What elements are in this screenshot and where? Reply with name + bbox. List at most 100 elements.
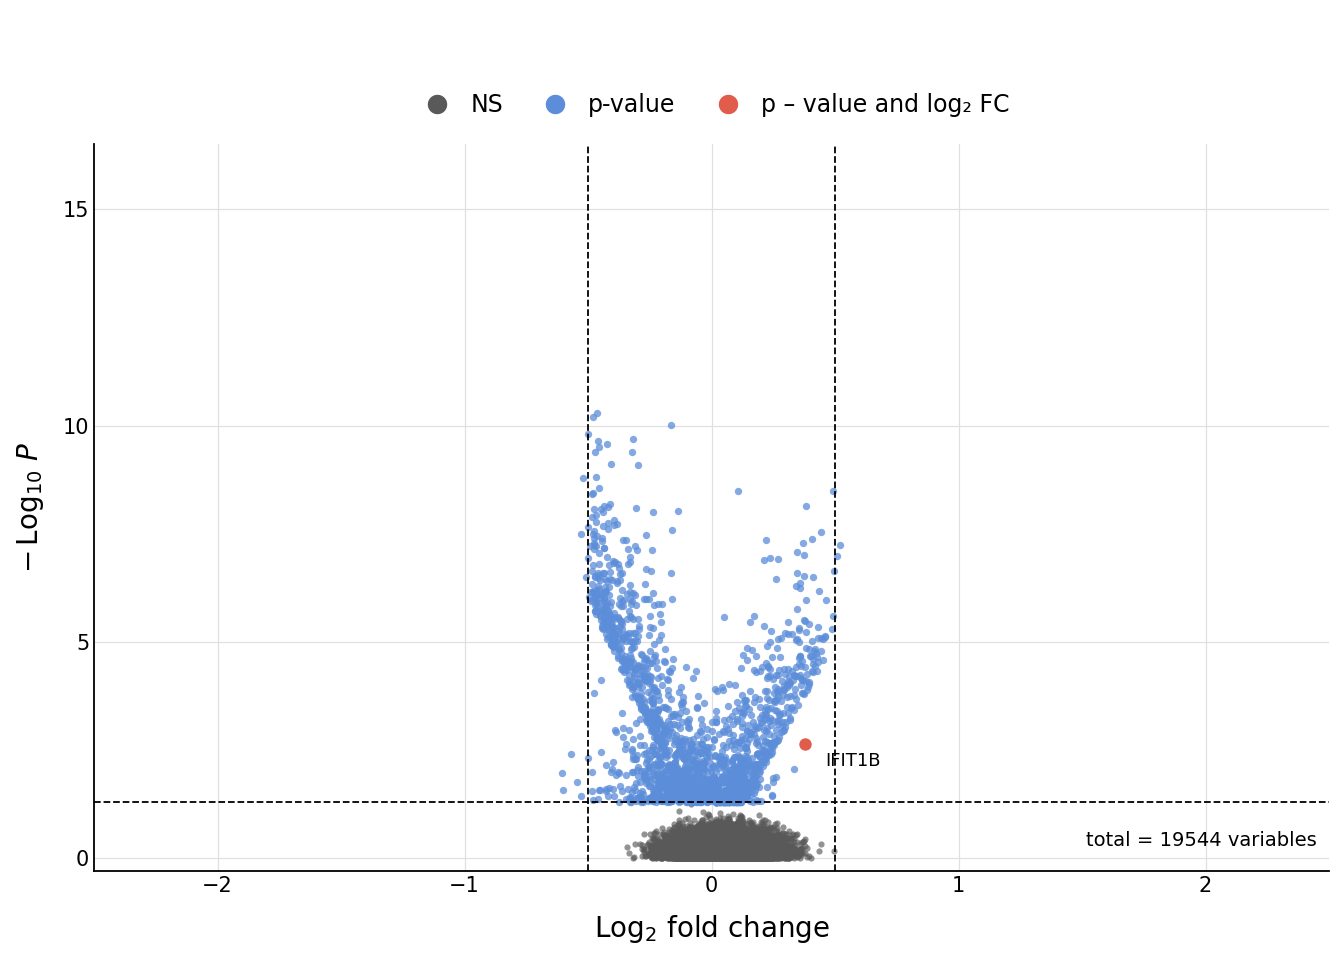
Point — [680, 850, 702, 865]
Point — [700, 834, 722, 850]
Point — [727, 826, 749, 841]
Point — [668, 847, 689, 862]
Point — [708, 820, 730, 835]
Point — [758, 833, 780, 849]
Point — [724, 841, 746, 856]
Point — [724, 849, 746, 864]
Point — [677, 831, 699, 847]
Point — [741, 834, 762, 850]
Point — [739, 837, 761, 852]
Point — [716, 840, 738, 855]
Point — [742, 842, 763, 857]
Point — [695, 840, 716, 855]
Point — [703, 827, 724, 842]
Point — [694, 832, 715, 848]
Point — [762, 851, 784, 866]
Point — [753, 844, 774, 859]
Point — [750, 826, 771, 841]
Point — [734, 841, 755, 856]
Point — [700, 832, 722, 848]
Point — [724, 831, 746, 847]
Point — [708, 842, 730, 857]
Point — [684, 770, 706, 785]
Point — [710, 842, 731, 857]
Point — [676, 842, 698, 857]
Point — [731, 830, 753, 846]
Point — [679, 850, 700, 865]
Point — [741, 833, 762, 849]
Point — [710, 842, 731, 857]
Point — [634, 763, 656, 779]
Point — [696, 841, 718, 856]
Point — [730, 842, 751, 857]
Point — [758, 851, 780, 866]
Point — [700, 846, 722, 861]
Point — [696, 847, 718, 862]
Point — [723, 850, 745, 865]
Point — [738, 851, 759, 866]
Point — [718, 832, 739, 848]
Point — [751, 849, 773, 864]
Point — [704, 822, 726, 837]
Point — [694, 838, 715, 853]
Point — [738, 850, 759, 865]
Point — [724, 851, 746, 866]
Point — [766, 722, 788, 737]
Point — [739, 816, 761, 831]
Point — [716, 845, 738, 860]
Point — [704, 838, 726, 853]
Point — [699, 843, 720, 858]
Point — [712, 826, 734, 841]
Point — [730, 837, 751, 852]
Point — [738, 843, 759, 858]
Point — [664, 844, 685, 859]
Point — [728, 847, 750, 862]
Point — [637, 836, 659, 852]
Point — [723, 844, 745, 859]
Point — [726, 786, 747, 802]
Point — [719, 825, 741, 840]
Point — [703, 843, 724, 858]
Point — [630, 792, 652, 807]
Point — [661, 831, 683, 847]
Point — [754, 742, 775, 757]
Point — [707, 844, 728, 859]
Point — [671, 846, 692, 861]
Point — [656, 839, 677, 854]
Point — [710, 836, 731, 852]
Point — [727, 832, 749, 848]
Point — [769, 837, 790, 852]
Point — [703, 822, 724, 837]
Point — [708, 835, 730, 851]
Point — [712, 831, 734, 847]
Point — [581, 576, 602, 591]
Point — [688, 845, 710, 860]
Point — [676, 850, 698, 865]
Point — [743, 842, 765, 857]
Point — [707, 850, 728, 865]
Point — [746, 819, 767, 834]
Point — [718, 843, 739, 858]
Point — [726, 834, 747, 850]
Point — [737, 849, 758, 864]
Point — [715, 839, 737, 854]
Point — [677, 845, 699, 860]
Point — [704, 844, 726, 859]
Point — [699, 850, 720, 865]
Point — [679, 840, 700, 855]
Point — [754, 851, 775, 866]
Point — [710, 842, 731, 857]
Point — [691, 836, 712, 852]
Point — [737, 717, 758, 732]
Point — [720, 846, 742, 861]
Point — [688, 844, 710, 859]
Point — [746, 847, 767, 862]
Point — [742, 846, 763, 861]
Point — [720, 835, 742, 851]
Point — [708, 844, 730, 859]
Point — [739, 849, 761, 864]
Point — [646, 702, 668, 717]
Point — [715, 847, 737, 862]
Point — [696, 819, 718, 834]
Point — [737, 850, 758, 865]
